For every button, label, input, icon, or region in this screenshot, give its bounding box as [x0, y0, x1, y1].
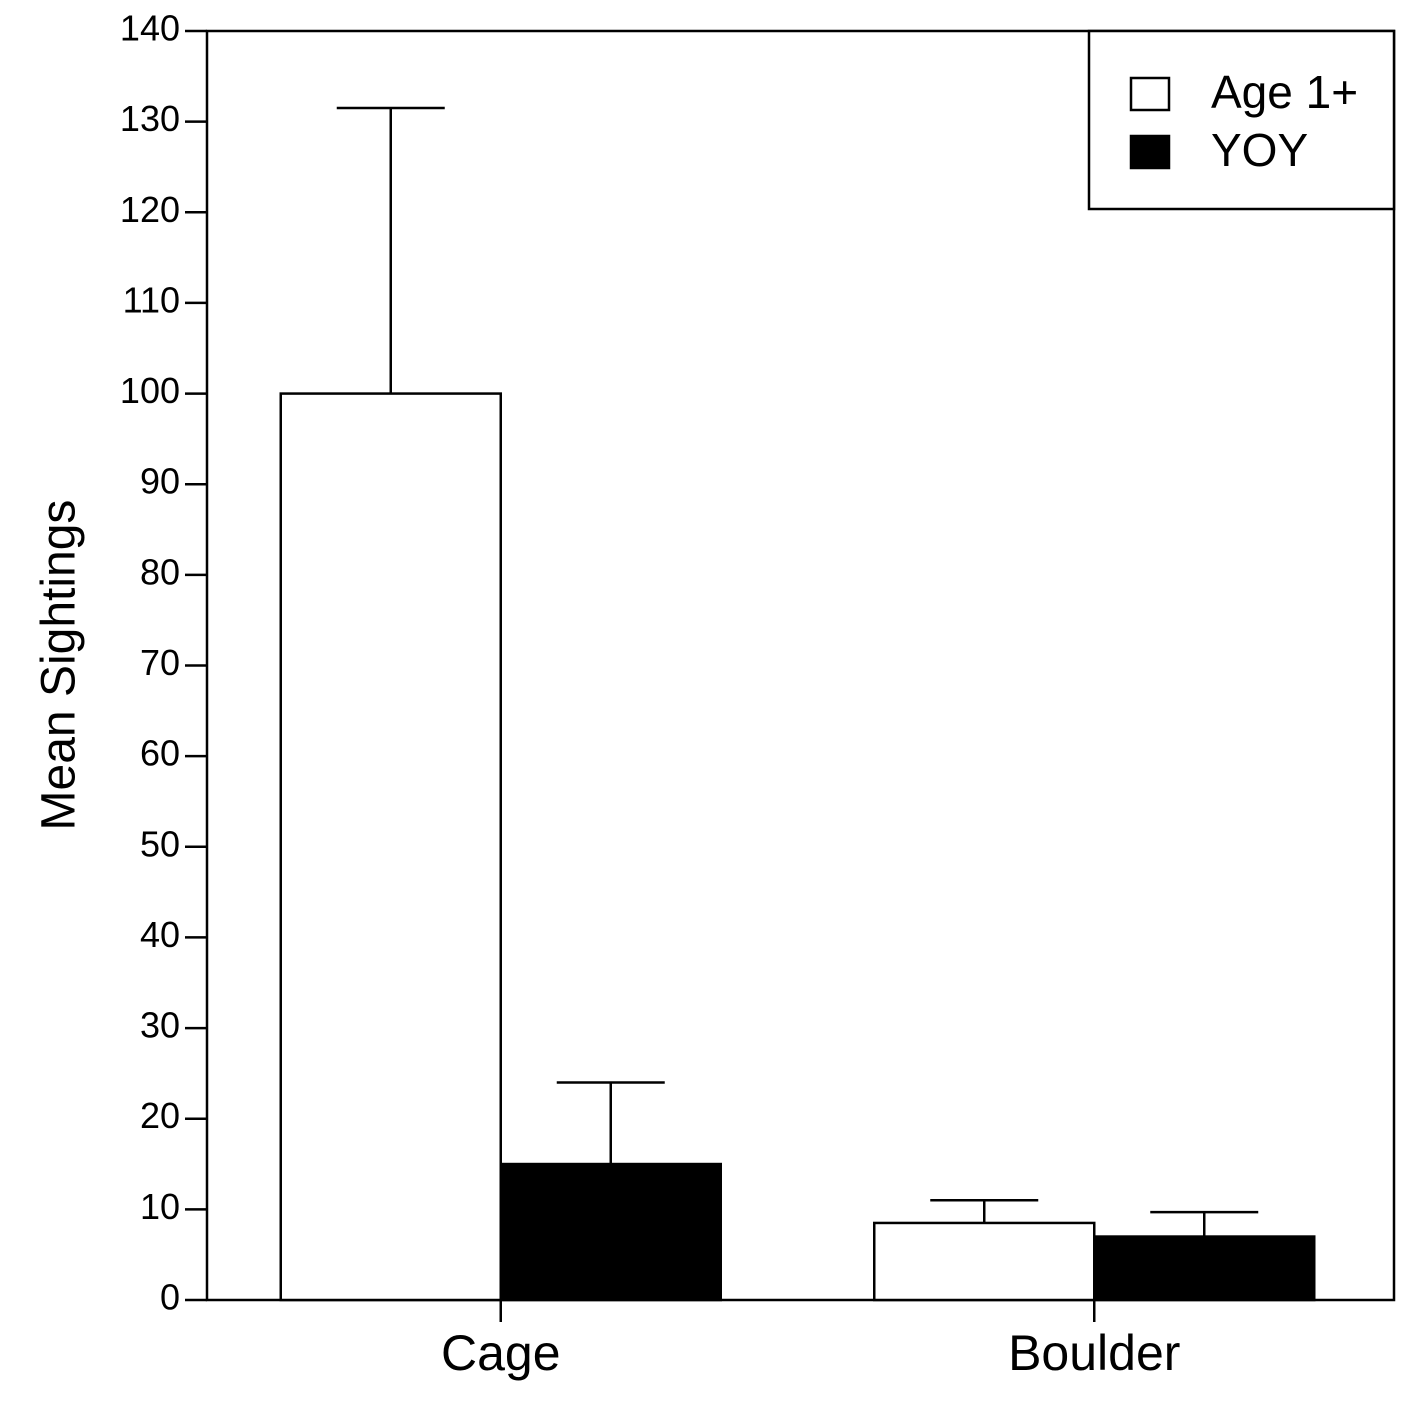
legend: Age 1+ YOY — [1087, 29, 1396, 211]
y-tick-label: 60 — [140, 733, 180, 774]
y-axis: 0 10 20 30 40 50 60 70 80 90 100 110 120 130 140 — [120, 8, 207, 1318]
y-tick-label: 140 — [120, 8, 180, 49]
bar-age1plus-cage — [279, 392, 502, 1302]
x-category-label: Cage — [441, 1325, 561, 1381]
x-axis: Cage Boulder — [441, 1300, 1180, 1381]
bars-layer — [279, 106, 1316, 1302]
y-tick-label: 70 — [140, 642, 180, 683]
y-tick-label: 40 — [140, 914, 180, 955]
legend-label: YOY — [1211, 124, 1308, 176]
y-tick-label: 90 — [140, 461, 180, 502]
legend-swatch — [1129, 76, 1171, 112]
bar-yoy-cage — [499, 1162, 722, 1302]
y-axis-title: Mean Sightings — [33, 500, 86, 831]
y-tick-label: 110 — [123, 279, 180, 320]
y-tick-label: 50 — [140, 823, 180, 864]
y-tick-label: 20 — [140, 1095, 180, 1136]
y-tick-label: 30 — [140, 1005, 180, 1046]
x-category-label: Boulder — [1008, 1325, 1180, 1381]
y-tick-label: 80 — [140, 551, 180, 592]
legend-box — [1087, 29, 1396, 211]
y-tick-label: 0 — [160, 1277, 180, 1318]
bar-yoy-boulder — [1093, 1235, 1316, 1302]
legend-swatch — [1129, 134, 1171, 170]
y-tick-label: 120 — [120, 189, 180, 230]
y-tick-label: 130 — [120, 98, 180, 139]
legend-label: Age 1+ — [1211, 66, 1358, 118]
bar-age1plus-boulder — [873, 1221, 1096, 1302]
y-tick-label: 100 — [120, 370, 180, 411]
y-tick-label: 10 — [140, 1186, 180, 1227]
